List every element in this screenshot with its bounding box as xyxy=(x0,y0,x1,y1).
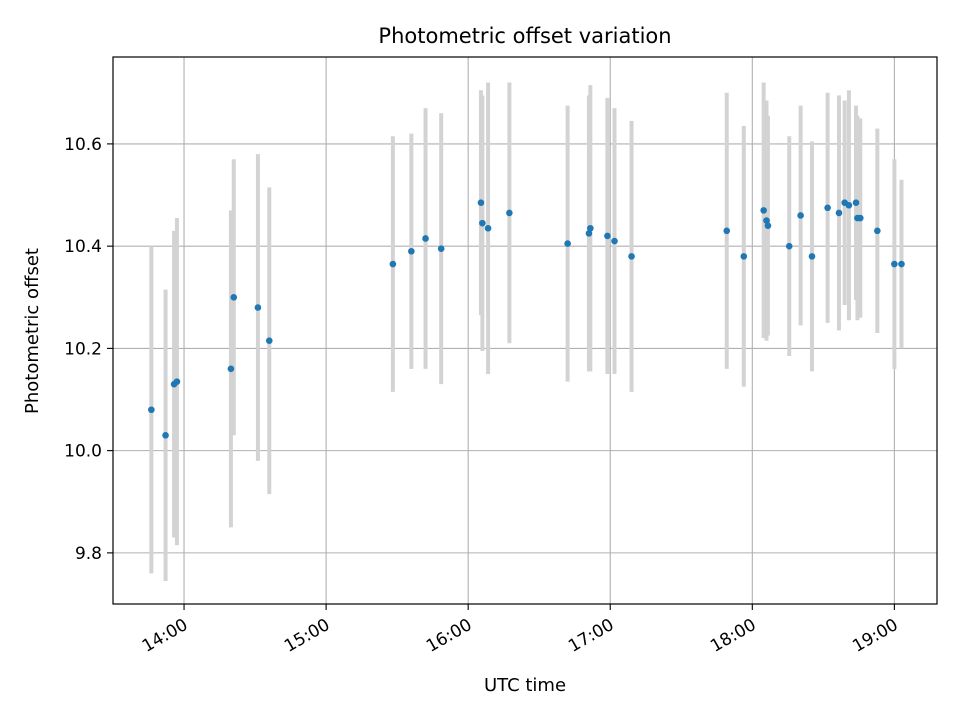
data-point xyxy=(479,219,486,227)
data-point xyxy=(898,260,905,268)
data-point xyxy=(874,227,881,235)
data-point xyxy=(254,304,262,311)
data-point xyxy=(230,293,238,301)
y-tick-label: 10.6 xyxy=(64,135,102,155)
data-point xyxy=(227,365,235,373)
data-point xyxy=(764,222,772,230)
data-point xyxy=(162,431,169,439)
y-tick-label: 9.8 xyxy=(75,544,102,564)
data-point xyxy=(797,212,804,219)
data-point xyxy=(506,209,513,217)
data-point xyxy=(824,204,831,212)
data-point xyxy=(852,199,860,206)
data-point xyxy=(587,224,594,232)
plot-frame xyxy=(112,56,938,605)
data-point xyxy=(723,227,731,235)
data-point xyxy=(785,242,793,250)
data-point xyxy=(835,209,843,217)
data-point xyxy=(437,245,445,253)
y-axis-label: Photometric offset xyxy=(22,248,43,414)
data-point xyxy=(604,232,611,240)
x-axis-label: UTC time xyxy=(484,675,566,696)
data-point xyxy=(477,199,485,206)
data-point xyxy=(763,217,770,224)
y-tick-label: 10.2 xyxy=(64,339,102,359)
data-point xyxy=(484,224,492,232)
data-point xyxy=(389,260,397,268)
data-point xyxy=(760,207,767,214)
data-point xyxy=(422,235,429,242)
data-point xyxy=(808,253,816,260)
y-tick-label: 10.0 xyxy=(64,442,102,462)
data-point xyxy=(611,237,618,245)
chart-title: Photometric offset variation xyxy=(378,24,671,48)
data-point xyxy=(585,230,593,237)
y-axis: 9.8 10.0 10.2 10.4 10.6 xyxy=(64,135,113,564)
data-point xyxy=(265,337,273,345)
data-point xyxy=(173,378,181,385)
data-point xyxy=(740,253,748,260)
data-point xyxy=(845,201,853,209)
data-point xyxy=(891,260,898,268)
data-points xyxy=(148,199,905,439)
data-point xyxy=(408,247,415,255)
data-point xyxy=(148,406,155,414)
data-point xyxy=(628,253,635,260)
data-point xyxy=(856,214,864,222)
data-point xyxy=(564,240,571,247)
y-tick-label: 10.4 xyxy=(64,237,102,257)
